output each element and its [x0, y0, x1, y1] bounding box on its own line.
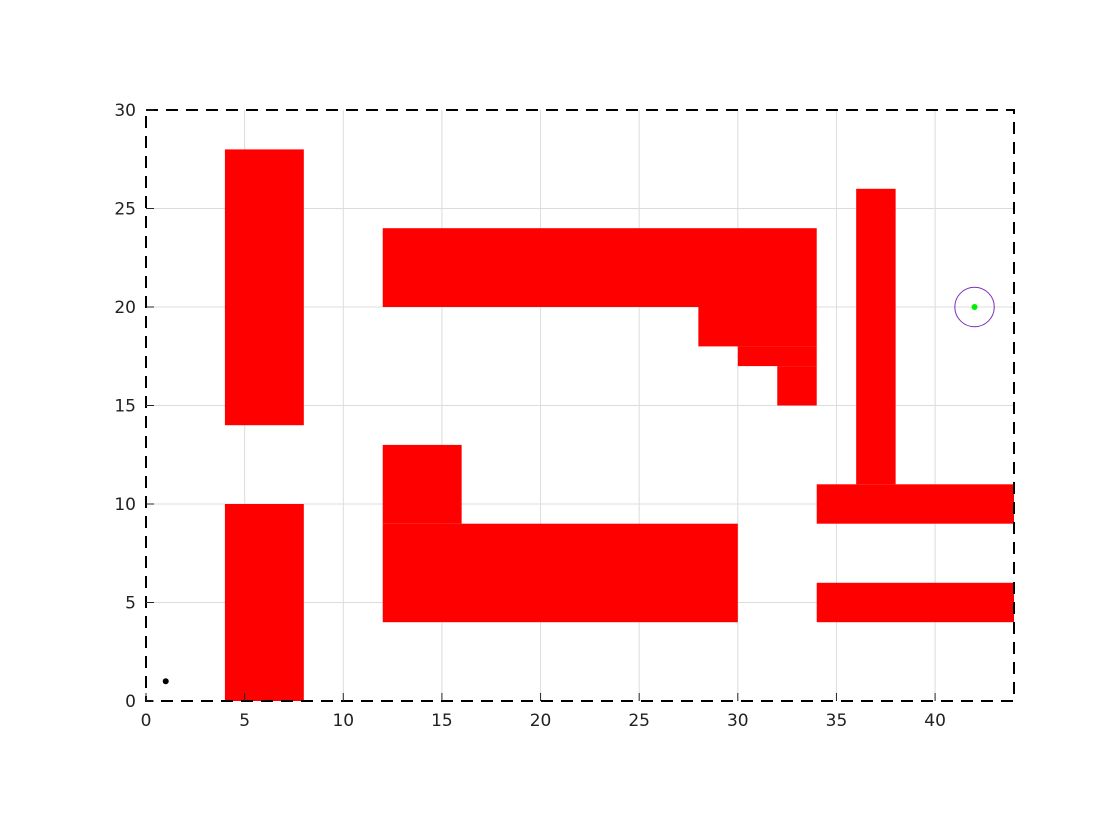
y-axis-ticks: 0 5 10 15 20 25 30	[114, 101, 154, 712]
x-tick-label: 20	[530, 711, 552, 731]
y-tick-label: 0	[125, 692, 136, 712]
y-tick-label: 25	[114, 200, 136, 220]
x-axis-ticks: 0 5 10 15 20 25 30 35 40	[141, 693, 946, 731]
obstacle-wall-left-lower	[224, 504, 304, 701]
obstacles	[224, 149, 1014, 701]
x-tick-label: 0	[141, 711, 152, 731]
start-point	[162, 678, 169, 685]
goal-region-circle	[954, 286, 995, 328]
obstacle-top-step-1	[698, 307, 817, 347]
x-tick-label: 40	[924, 711, 946, 731]
x-tick-label: 25	[628, 711, 650, 731]
obstacle-wall-left-upper	[224, 149, 304, 426]
x-tick-label: 30	[727, 711, 749, 731]
markers	[162, 286, 995, 685]
y-tick-label: 30	[114, 101, 136, 121]
plot-area	[145, 109, 1015, 702]
x-tick-label: 10	[332, 711, 354, 731]
obstacle-top-step-2	[737, 346, 817, 367]
y-tick-label: 5	[125, 594, 136, 614]
y-tick-label: 10	[114, 495, 136, 515]
obstacle-right-bar-upper	[816, 484, 1014, 524]
y-tick-label: 15	[114, 397, 136, 417]
obstacle-bottom-bar	[382, 523, 738, 623]
y-tick-label: 20	[114, 298, 136, 318]
goal-point	[971, 304, 978, 310]
obstacle-right-bar-lower	[816, 582, 1014, 623]
obstacle-top-bar	[382, 228, 817, 307]
obstacle-top-step-3	[777, 366, 817, 406]
x-tick-label: 5	[239, 711, 250, 731]
obstacle-bottom-left-block	[382, 444, 462, 524]
x-tick-label: 15	[431, 711, 453, 731]
obstacle-right-pillar	[856, 188, 896, 485]
x-tick-label: 35	[826, 711, 848, 731]
